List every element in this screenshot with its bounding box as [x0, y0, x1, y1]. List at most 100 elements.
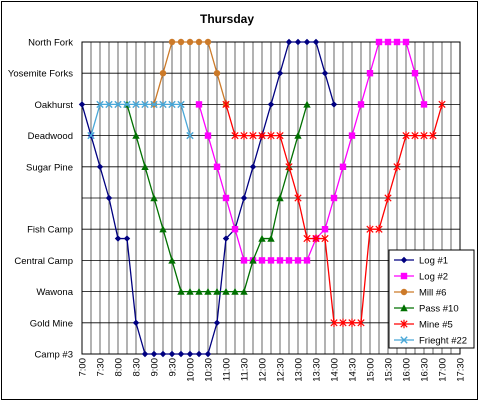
data-point [438, 100, 446, 109]
data-point [204, 350, 212, 358]
data-point [213, 163, 221, 170]
data-point [402, 131, 410, 140]
data-point [375, 225, 383, 234]
legend-item: Log #1 [394, 256, 448, 267]
data-point [222, 194, 230, 202]
data-point [375, 38, 383, 46]
data-point [150, 100, 158, 109]
data-point [96, 100, 104, 109]
y-tick-label: Central Camp [14, 256, 73, 267]
data-point [105, 194, 113, 202]
data-point [303, 38, 311, 46]
data-point [294, 193, 302, 203]
legend-label: Log #2 [419, 272, 448, 283]
data-point [267, 234, 275, 242]
data-point [222, 287, 230, 295]
series-pass-10 [123, 100, 311, 295]
data-point [177, 287, 185, 295]
data-point [249, 131, 257, 140]
data-point [285, 38, 293, 46]
data-point [267, 131, 275, 140]
data-point [384, 193, 392, 203]
data-point [105, 100, 113, 109]
data-point [339, 318, 347, 327]
data-point [321, 234, 329, 243]
data-point [123, 235, 131, 242]
data-point [195, 101, 203, 108]
legend-item: Frieght #22 [394, 336, 467, 347]
y-tick-label: Oakhurst [34, 100, 73, 111]
data-point [195, 287, 203, 295]
data-point [330, 194, 338, 202]
data-point [159, 350, 167, 358]
data-point [222, 235, 230, 242]
data-point [393, 162, 401, 171]
data-point [312, 234, 320, 243]
data-point [420, 101, 428, 108]
data-point [276, 70, 284, 77]
series-lines [78, 38, 446, 358]
data-point [348, 318, 356, 327]
data-point [400, 319, 408, 329]
data-point [276, 257, 284, 264]
data-point [330, 101, 338, 108]
data-point [168, 100, 176, 109]
x-tick-label: 13:30 [312, 358, 323, 382]
x-tick-label: 9:00 [150, 358, 161, 377]
data-point [312, 38, 320, 46]
data-point [240, 257, 248, 264]
data-point [78, 101, 86, 108]
data-point [402, 38, 410, 46]
data-point [357, 318, 365, 327]
data-point [384, 38, 392, 46]
data-point [213, 70, 221, 77]
series-mill-6 [150, 38, 230, 108]
y-tick-label: Fish Camp [27, 225, 73, 236]
legend: Log #1 Log #2 Mill #6 Pass #10 Mine #5 Friegh… [388, 249, 475, 349]
y-tick-label: Deadwood [28, 131, 73, 142]
data-point [294, 38, 302, 46]
x-tick-label: 15:30 [384, 358, 395, 382]
data-point [276, 194, 284, 202]
data-point [240, 194, 248, 202]
data-point [400, 256, 408, 264]
legend-label: Log #1 [419, 256, 448, 267]
data-point [141, 100, 149, 109]
data-point [411, 131, 419, 140]
data-point [285, 162, 293, 171]
x-tick-label: 7:00 [78, 358, 89, 377]
x-tick-label: 17:00 [438, 358, 449, 382]
x-tick-label: 8:00 [114, 358, 125, 377]
data-point [231, 226, 239, 233]
data-point [303, 257, 311, 264]
data-point [321, 70, 329, 77]
data-point [339, 163, 347, 170]
data-point [159, 100, 167, 109]
data-point [177, 100, 185, 109]
x-tick-label: 10:30 [204, 358, 215, 382]
data-point [240, 131, 248, 140]
legend-label: Pass #10 [419, 304, 459, 315]
y-tick-label: Sugar Pine [26, 162, 73, 173]
data-point [400, 304, 408, 312]
data-point [222, 100, 230, 109]
data-point [366, 225, 374, 234]
y-tick-label: Wawona [36, 287, 73, 298]
data-point [258, 131, 266, 140]
data-point [168, 256, 176, 264]
series-frieght-22 [87, 100, 194, 140]
y-tick-label: Camp #3 [34, 350, 73, 361]
data-point [195, 350, 203, 358]
data-point [186, 350, 194, 358]
data-point [132, 131, 140, 139]
data-point [195, 38, 203, 46]
x-tick-label: 9:30 [168, 358, 179, 377]
legend-item: Mill #6 [394, 288, 446, 299]
data-point [186, 38, 194, 46]
data-point [186, 131, 194, 140]
x-tick-label: 15:00 [366, 358, 377, 382]
data-point [87, 131, 95, 140]
data-point [123, 100, 131, 109]
legend-item: Log #2 [394, 272, 448, 283]
